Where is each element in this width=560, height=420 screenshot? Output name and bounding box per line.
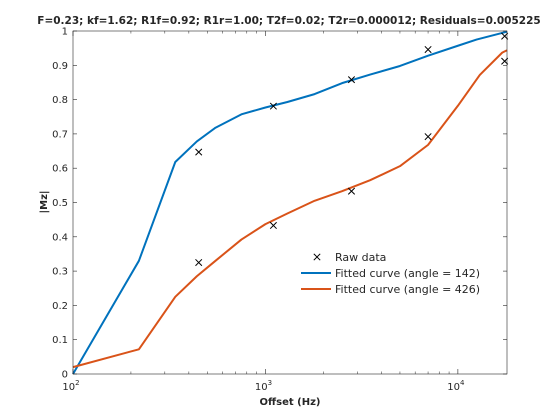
x-tick-label: 102	[62, 379, 79, 393]
data-point	[269, 102, 277, 110]
y-tick-label: 0.9	[52, 61, 68, 72]
x-axis-label: Offset (Hz)	[260, 397, 321, 408]
data-point	[269, 221, 277, 230]
y-tick-label: 1	[62, 27, 68, 38]
axes: 0 0.1 0.2 0.3 0.4 0.5 0.6 0.7 0.8 0.9 1 102 103 104	[52, 27, 508, 393]
data-point	[424, 133, 432, 141]
data-point	[347, 187, 356, 195]
y-tick-label: 0.4	[52, 232, 68, 243]
data-point	[195, 258, 203, 267]
series-line-1	[72, 30, 508, 375]
legend: Raw data Fitted curve (angle = 142) Fitted…	[301, 251, 480, 296]
y-tick-label: 0	[62, 370, 68, 381]
plot-area	[73, 31, 507, 374]
y-tick-label: 0.7	[52, 129, 68, 140]
y-tick-label: 0.5	[52, 198, 68, 209]
data-point	[195, 148, 203, 156]
series-line-2	[72, 49, 508, 369]
x-tick-label: 104	[447, 379, 465, 393]
y-tick-label: 0.1	[52, 335, 68, 346]
data-layer	[72, 30, 509, 375]
x-tick-label: 103	[255, 379, 272, 393]
legend-marker	[313, 253, 321, 261]
y-tick-label: 0.8	[52, 95, 68, 106]
y-tick-label: 0.2	[52, 301, 68, 312]
legend-label: Fitted curve (angle = 142)	[335, 267, 480, 280]
y-tick-label: 0.6	[52, 164, 68, 175]
chart-title: F=0.23; kf=1.62; R1f=0.92; R1r=1.00; T2f…	[37, 15, 540, 27]
legend-label: Fitted curve (angle = 426)	[335, 283, 480, 296]
data-point	[347, 76, 356, 84]
y-tick-label: 0.3	[52, 267, 68, 278]
y-axis-label: |Mz|	[39, 190, 50, 213]
data-point	[424, 45, 432, 54]
legend-label: Raw data	[335, 251, 386, 264]
